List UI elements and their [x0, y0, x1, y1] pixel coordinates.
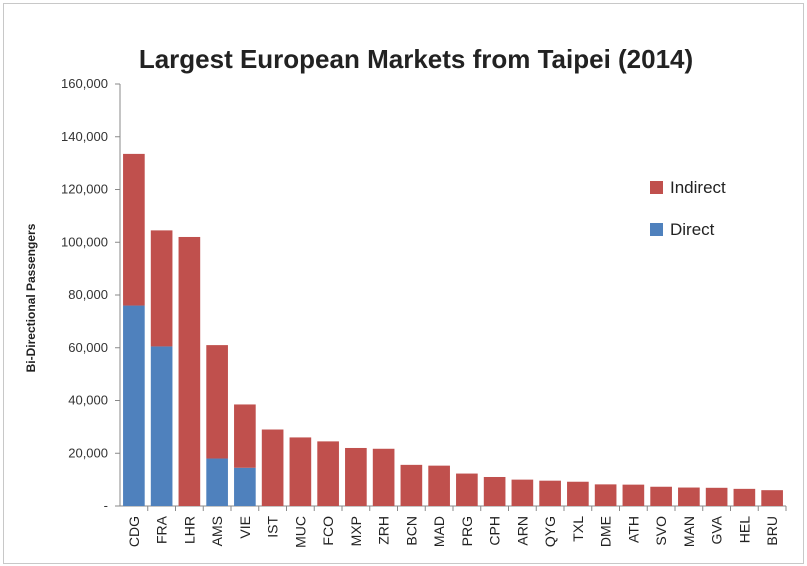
chart-title: Largest European Markets from Taipei (20…	[139, 44, 693, 74]
x-tick-label: DME	[598, 516, 614, 547]
x-tick-label: MUC	[292, 516, 308, 548]
bar-indirect-fco	[317, 441, 339, 506]
legend-swatch-indirect	[650, 181, 663, 194]
bar-indirect-mad	[428, 465, 450, 506]
bar-indirect-cdg	[123, 153, 145, 306]
legend-swatch-direct	[650, 223, 663, 236]
x-tick-label: IST	[265, 516, 281, 538]
bar-indirect-prg	[456, 473, 478, 506]
y-tick-label: 60,000	[68, 340, 108, 355]
y-tick-label: 20,000	[68, 445, 108, 460]
bar-indirect-fra	[150, 230, 173, 347]
bar-indirect-ath	[622, 484, 645, 506]
x-axis-ticks: CDG FRA LHR AMS VIE IST MUC FCO MXP ZRH BCN MAD PRG C…	[126, 506, 787, 548]
bar-direct-ams	[206, 458, 228, 506]
y-tick-label: 80,000	[68, 287, 108, 302]
y-tick-label: 40,000	[68, 393, 108, 408]
bar-indirect-bru	[761, 490, 783, 506]
legend-label-direct: Direct	[670, 220, 715, 239]
legend: Indirect Direct	[650, 178, 726, 239]
x-tick-label: BRU	[764, 516, 780, 546]
x-tick-label: FCO	[320, 516, 336, 546]
bar-indirect-vie	[234, 404, 256, 468]
y-tick-label: 160,000	[61, 76, 108, 91]
x-tick-label: BCN	[403, 516, 419, 546]
bar-indirect-ams	[206, 345, 228, 459]
bars	[123, 153, 783, 506]
bar-indirect-gva	[705, 487, 728, 506]
bar-indirect-man	[678, 487, 700, 506]
bar-indirect-hel	[733, 488, 756, 506]
y-tick-label: 100,000	[61, 234, 108, 249]
x-tick-label: HEL	[736, 516, 752, 543]
bar-indirect-bcn	[400, 464, 423, 506]
x-tick-label: MAN	[681, 516, 697, 547]
bar-indirect-dme	[594, 484, 617, 506]
x-tick-label: FRA	[154, 515, 170, 544]
y-axis-label: Bi-Directional Passengers	[24, 223, 38, 372]
bar-indirect-mxp	[345, 447, 367, 506]
x-tick-label: LHR	[181, 516, 197, 544]
x-tick-label: MAD	[431, 516, 447, 547]
x-tick-label: CDG	[126, 516, 142, 547]
bar-indirect-ist	[261, 429, 284, 506]
bar-indirect-lhr	[178, 236, 201, 506]
bar-indirect-cph	[483, 476, 506, 506]
y-tick-label: -	[104, 498, 108, 513]
x-tick-label: TXL	[570, 516, 586, 542]
x-tick-label: VIE	[237, 516, 253, 539]
x-tick-label: QYG	[542, 516, 558, 547]
legend-label-indirect: Indirect	[670, 178, 726, 197]
bar-indirect-zrh	[372, 448, 395, 506]
bar-direct-cdg	[123, 305, 145, 506]
bar-indirect-txl	[567, 481, 589, 506]
x-tick-label: AMS	[209, 516, 225, 546]
x-tick-label: MXP	[348, 516, 364, 546]
bar-direct-fra	[150, 346, 173, 506]
bar-direct-vie	[234, 467, 256, 506]
x-tick-label: SVO	[653, 516, 669, 546]
bar-indirect-svo	[650, 486, 672, 506]
x-tick-label: CPH	[487, 516, 503, 546]
x-tick-label: PRG	[459, 516, 475, 546]
y-tick-label: 120,000	[61, 182, 108, 197]
x-tick-label: ARN	[514, 516, 530, 546]
y-tick-label: 140,000	[61, 129, 108, 144]
x-tick-label: GVA	[709, 515, 725, 544]
bar-indirect-qyg	[539, 480, 561, 506]
bar-indirect-muc	[289, 437, 312, 506]
x-tick-label: ZRH	[376, 516, 392, 545]
x-tick-label: ATH	[625, 516, 641, 543]
bar-indirect-arn	[511, 479, 534, 506]
y-axis-ticks: - 20,000 40,000 60,000 80,000 100,000 120,000 1…	[61, 76, 120, 513]
